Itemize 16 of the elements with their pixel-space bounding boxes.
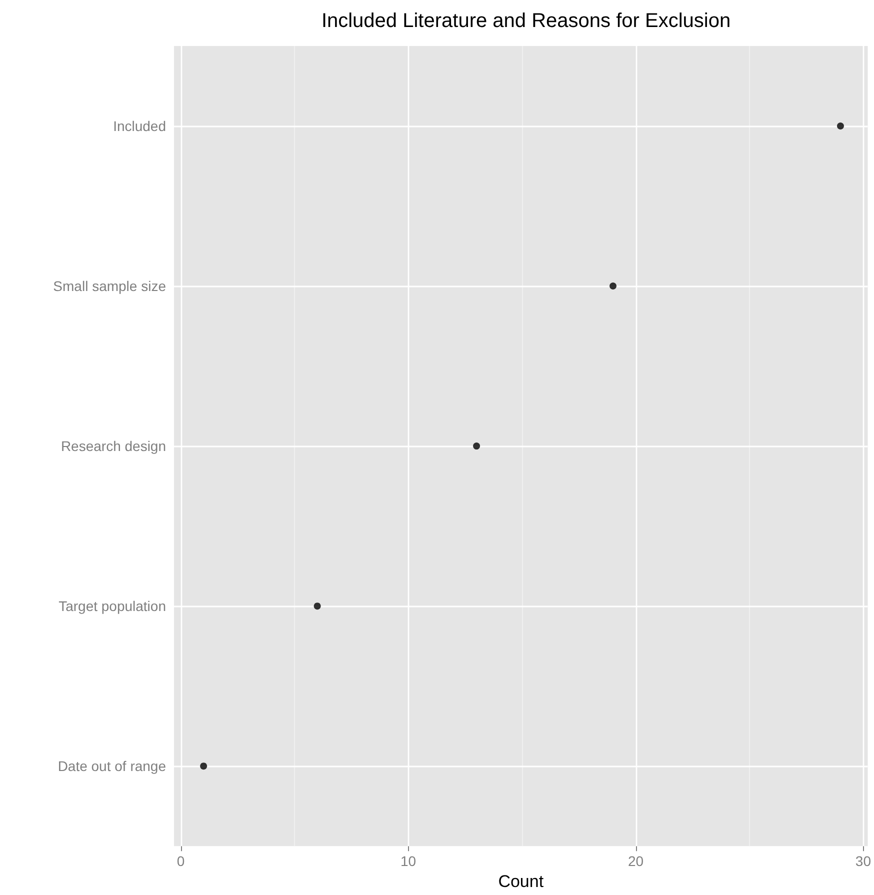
y-tick-label: Date out of range — [58, 758, 166, 774]
x-tick-label: 10 — [400, 853, 416, 870]
x-axis-title: Count — [498, 872, 544, 891]
y-tick-label: Included — [113, 118, 166, 134]
x-tick-label: 0 — [176, 853, 185, 870]
point — [200, 762, 208, 770]
y-tick-label: Target population — [58, 598, 166, 614]
y-tick-label: Research design — [60, 438, 166, 454]
y-tick-label: Small sample size — [53, 278, 166, 294]
point — [610, 282, 617, 290]
chart-title: Included Literature and Reasons for Exclusion — [321, 10, 731, 32]
point — [473, 442, 480, 450]
x-tick-label: 20 — [628, 853, 644, 870]
point — [836, 122, 844, 130]
x-tick-label: 30 — [855, 853, 872, 870]
point — [314, 602, 321, 610]
